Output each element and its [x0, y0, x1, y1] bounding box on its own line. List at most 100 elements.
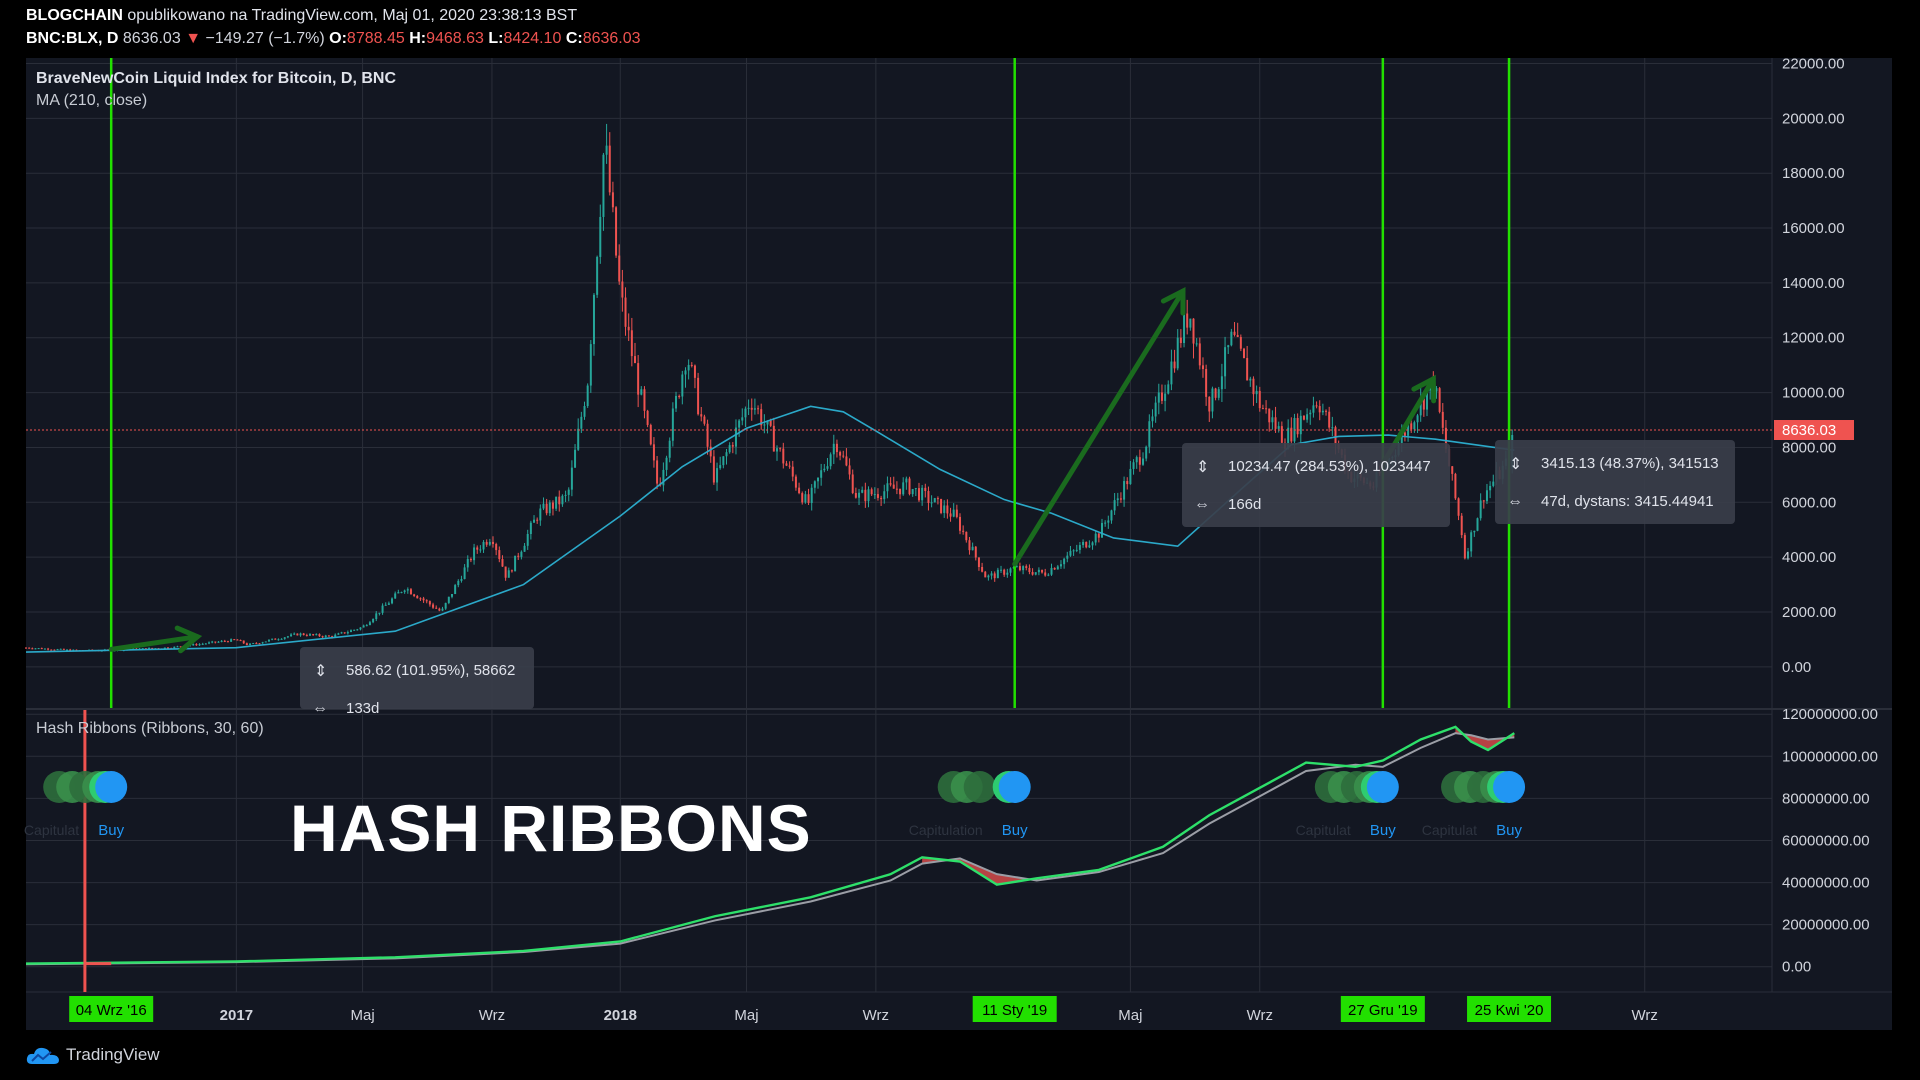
- candle-body: [734, 427, 737, 447]
- candle-body: [195, 644, 198, 646]
- candle-body: [627, 326, 630, 331]
- signal-date-bg: [972, 996, 1057, 1022]
- candle-body: [1129, 468, 1132, 485]
- candle-body: [1435, 388, 1438, 392]
- candle-body: [709, 446, 712, 457]
- time-tick-label: Wrz: [1247, 1007, 1273, 1024]
- candle-body: [551, 502, 554, 509]
- candle-body: [1126, 481, 1129, 485]
- candle-body: [290, 634, 293, 637]
- candle-body: [1265, 408, 1268, 410]
- price-tag-label: 8636.03: [1782, 422, 1836, 439]
- price-tick-label: 16000.00: [1782, 220, 1845, 237]
- signal-date-label: 27 Gru '19: [1348, 1002, 1418, 1019]
- candle-body: [176, 646, 179, 648]
- candle-body: [1034, 572, 1037, 575]
- candle-body: [56, 649, 59, 651]
- publish-header: BLOGCHAIN opublikowano na TradingView.co…: [26, 7, 577, 25]
- candle-body: [1085, 541, 1088, 548]
- time-axis-bg: [26, 992, 1892, 1030]
- candle-body: [889, 483, 892, 485]
- candle-body: [1422, 398, 1425, 410]
- candle-body: [1479, 500, 1482, 519]
- candle-body: [1331, 427, 1334, 429]
- candle-body: [687, 364, 690, 371]
- candle-body: [1224, 347, 1227, 377]
- candle-body: [820, 470, 823, 478]
- candle-body: [359, 627, 362, 630]
- candle-body: [1142, 458, 1145, 465]
- candle-body: [656, 460, 659, 484]
- candle-body: [959, 516, 962, 531]
- candle-body: [1170, 361, 1173, 385]
- candle-body: [166, 647, 169, 649]
- candle-body: [66, 649, 69, 651]
- candle-body: [163, 647, 166, 649]
- candle-body: [1252, 378, 1255, 395]
- measure-width-icon: ⇔: [1507, 493, 1523, 510]
- publish-info: opublikowano na TradingView.com, Maj 01,…: [127, 7, 578, 24]
- arrow-2019-head: [1160, 287, 1186, 316]
- candle-body: [605, 145, 608, 155]
- price-tick-label: 8000.00: [1782, 439, 1836, 456]
- hash-ribbons-title[interactable]: Hash Ribbons (Ribbons, 30, 60): [36, 720, 264, 737]
- candle-body: [561, 495, 564, 505]
- ma-indicator-label[interactable]: MA (210, close): [36, 92, 148, 109]
- candle-body: [141, 648, 144, 650]
- candle-body: [327, 635, 330, 637]
- candle-body: [608, 145, 611, 193]
- signal-date-bg: [1467, 996, 1552, 1022]
- candle-body: [1299, 415, 1302, 435]
- candle-body: [592, 294, 595, 345]
- signal-bubbles: [43, 771, 128, 803]
- candle-body: [447, 596, 450, 603]
- candle-body: [842, 455, 845, 457]
- candle-body: [1183, 313, 1186, 343]
- candle-body: [507, 570, 510, 578]
- sub-tick-label: 60000000.00: [1782, 832, 1870, 849]
- candle-body: [933, 498, 936, 503]
- measure-line2: 133d: [346, 700, 379, 717]
- candle-body: [1069, 550, 1072, 556]
- candle-body: [1492, 481, 1495, 486]
- candle-body: [596, 256, 599, 295]
- candle-body: [504, 566, 507, 578]
- candle-body: [744, 408, 747, 418]
- candle-body: [807, 494, 810, 503]
- candle-body: [381, 605, 384, 613]
- candle-body: [1107, 520, 1110, 523]
- candle-body: [817, 477, 820, 482]
- candle-body: [1328, 411, 1331, 428]
- candle-body: [337, 633, 340, 635]
- candle-body: [1113, 500, 1116, 511]
- candle-body: [1189, 318, 1192, 328]
- candle-body: [1179, 337, 1182, 343]
- measure-line1: 10234.47 (284.53%), 1023447: [1228, 458, 1431, 475]
- candle-body: [662, 469, 665, 486]
- time-tick-label: Maj: [1118, 1007, 1142, 1024]
- candle-body: [905, 478, 908, 483]
- candle-body: [1255, 390, 1258, 395]
- candle-body: [419, 598, 422, 600]
- author-name[interactable]: BLOGCHAIN: [26, 7, 123, 24]
- candle-body: [346, 632, 349, 634]
- tradingview-brand: TradingView: [66, 1045, 160, 1064]
- tradingview-logo[interactable]: TradingView: [26, 1044, 160, 1066]
- candle-body: [1473, 530, 1476, 533]
- candle-body: [249, 643, 252, 645]
- candle-body: [1132, 462, 1135, 469]
- open-value: 8788.45: [346, 30, 405, 47]
- candle-body: [523, 545, 526, 552]
- candle-body: [1075, 549, 1078, 551]
- candle-body: [700, 414, 703, 417]
- candle-body: [1208, 396, 1211, 412]
- candle-body: [406, 589, 409, 591]
- candle-body: [1220, 376, 1223, 390]
- buy-bubble: [998, 771, 1031, 803]
- candle-body: [810, 487, 813, 503]
- measure-box: [1182, 443, 1450, 527]
- candle-body: [34, 648, 37, 650]
- candle-body: [271, 638, 274, 640]
- candle-body: [652, 444, 655, 461]
- candle-body: [1041, 569, 1044, 573]
